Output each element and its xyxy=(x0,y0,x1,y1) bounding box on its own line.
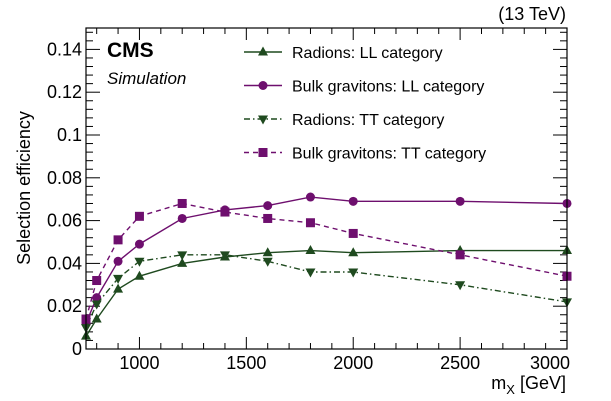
data-point xyxy=(263,213,273,223)
legend-label: Bulk gravitons: LL category xyxy=(292,79,484,96)
legend-marker xyxy=(258,115,268,125)
data-point xyxy=(92,293,102,303)
legend-marker xyxy=(258,148,268,157)
series-layer xyxy=(81,192,572,340)
legend-entry: Radions: LL category xyxy=(244,45,443,62)
axis-ticks: 1000 1500 2000 2500 3000 0 0.02 0.04 0.06 0.08 0.1… xyxy=(47,28,570,373)
legend-marker xyxy=(258,81,268,90)
data-point xyxy=(113,274,124,284)
data-point xyxy=(455,196,465,206)
experiment-sublabel: Simulation xyxy=(107,69,186,88)
data-point xyxy=(348,268,359,278)
data-point xyxy=(348,247,359,257)
series-line xyxy=(85,196,568,324)
data-point xyxy=(92,276,102,286)
series-line xyxy=(85,254,568,328)
y-axis-title: Selection efficiency xyxy=(14,111,34,265)
x-tick-label: 1000 xyxy=(119,353,159,373)
data-point xyxy=(134,211,144,221)
legend-label: Radions: TT category xyxy=(292,112,444,129)
legend-marker xyxy=(258,46,268,56)
data-point xyxy=(219,251,230,261)
data-point xyxy=(220,207,230,217)
legend-entry: Radions: TT category xyxy=(244,112,444,129)
data-point xyxy=(134,257,145,267)
energy-label: (13 TeV) xyxy=(498,4,566,24)
data-point xyxy=(113,283,124,293)
data-point xyxy=(262,247,273,257)
x-tick-label: 2500 xyxy=(440,353,480,373)
data-point xyxy=(177,198,187,208)
legend-label: Bulk gravitons: TT category xyxy=(292,146,486,163)
data-point xyxy=(91,313,102,323)
y-tick-label: 0.12 xyxy=(47,82,82,102)
series-4 xyxy=(81,198,572,324)
x-axis-symbol: m xyxy=(491,373,506,393)
data-point xyxy=(305,245,316,255)
data-point xyxy=(305,192,315,202)
data-point xyxy=(134,239,144,249)
legend-entry: Bulk gravitons: LL category xyxy=(244,79,484,96)
y-tick-label: 0 xyxy=(72,339,82,359)
series-line xyxy=(85,202,568,320)
x-tick-label: 3000 xyxy=(530,353,570,373)
series-line xyxy=(85,249,567,337)
experiment-label: CMS xyxy=(107,39,154,62)
series-1 xyxy=(81,245,572,340)
data-point xyxy=(91,300,102,310)
data-point xyxy=(348,228,358,238)
data-point xyxy=(305,268,316,278)
x-axis-subscript: X xyxy=(506,382,515,397)
y-tick-label: 0.02 xyxy=(47,296,82,316)
x-tick-label: 2000 xyxy=(333,353,373,373)
data-point xyxy=(113,235,123,245)
plot-frame xyxy=(85,27,568,350)
y-tick-label: 0.14 xyxy=(47,39,82,59)
x-tick-label: 1500 xyxy=(226,353,266,373)
x-axis-title: mX [GeV] xyxy=(491,373,566,397)
x-axis-unit: [GeV] xyxy=(515,373,566,393)
legend-label: Radions: LL category xyxy=(292,45,443,62)
data-point xyxy=(113,256,123,266)
data-point xyxy=(348,196,358,206)
y-tick-label: 0.08 xyxy=(47,168,82,188)
data-point xyxy=(134,270,145,280)
data-point xyxy=(177,251,188,261)
data-point xyxy=(455,281,466,291)
legend: Radions: LL category Bulk gravitons: LL c… xyxy=(244,45,486,163)
data-point xyxy=(177,213,187,223)
y-tick-label: 0.1 xyxy=(57,125,82,145)
data-point xyxy=(177,257,188,267)
data-point xyxy=(263,201,273,211)
series-3 xyxy=(81,251,572,334)
data-point xyxy=(455,250,465,260)
data-point xyxy=(305,218,315,228)
legend-entry: Bulk gravitons: TT category xyxy=(244,146,486,163)
y-tick-label: 0.06 xyxy=(47,211,82,231)
data-point xyxy=(262,257,273,267)
y-tick-label: 0.04 xyxy=(47,253,82,273)
series-2 xyxy=(81,192,572,328)
